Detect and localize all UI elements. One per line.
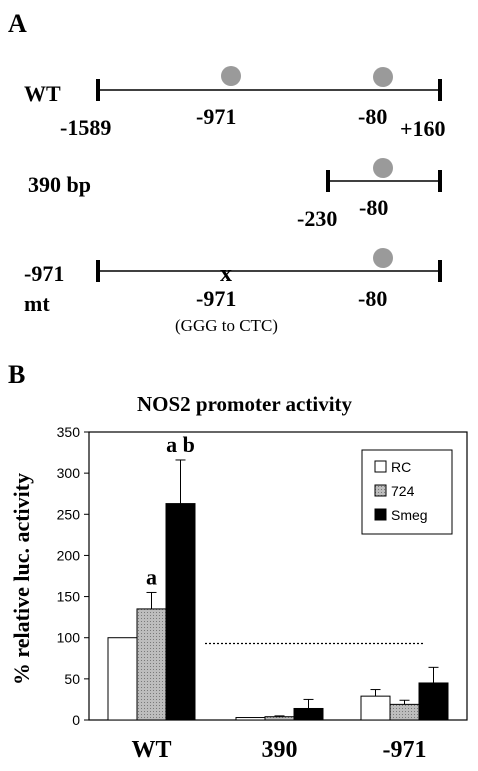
construct-name-971mt-line2: mt xyxy=(24,291,50,316)
bar-724-WT xyxy=(136,608,167,721)
bar-rc-WT xyxy=(107,637,138,721)
390bp-site-80-label: -80 xyxy=(359,195,388,220)
significance-annotation: a b xyxy=(166,432,195,457)
bar-rc-m971 xyxy=(360,695,391,721)
legend-swatch-smeg xyxy=(374,508,387,521)
construct-name-390bp: 390 bp xyxy=(28,172,91,197)
bar-rc-390 xyxy=(235,717,266,721)
legend-swatch-rc xyxy=(374,460,387,473)
y-tick-label: 150 xyxy=(57,589,81,605)
wt-site-80-label: -80 xyxy=(358,104,387,129)
significance-annotation: a xyxy=(146,564,157,589)
chart-title: NOS2 promoter activity xyxy=(137,392,353,416)
wt-site-80-circle xyxy=(373,67,393,87)
971mt-site-80-circle xyxy=(373,248,393,268)
mutation-note: (GGG to CTC) xyxy=(175,316,278,335)
x-tick-label: 390 xyxy=(262,737,298,763)
legend-label-724: 724 xyxy=(391,483,415,499)
bar-smeg-m971 xyxy=(418,682,449,721)
bar-smeg-390 xyxy=(293,707,324,721)
legend-label-rc: RC xyxy=(391,459,411,475)
bar-smeg-WT xyxy=(165,503,196,721)
971mt-mutation-marker: x xyxy=(220,261,232,287)
y-tick-label: 0 xyxy=(72,712,80,728)
y-tick-label: 200 xyxy=(57,547,81,563)
x-tick-label: -971 xyxy=(383,737,427,763)
panel-a-label: A xyxy=(8,9,27,38)
bar-724-390 xyxy=(264,716,295,721)
wt-right-label: +160 xyxy=(400,116,446,141)
y-tick-label: 350 xyxy=(57,424,81,440)
971mt-site-80-label: -80 xyxy=(358,286,387,311)
bar-724-m971 xyxy=(389,703,420,721)
legend-label-smeg: Smeg xyxy=(391,507,428,523)
y-tick-label: 250 xyxy=(57,506,81,522)
390bp-site-80-circle xyxy=(373,158,393,178)
y-tick-label: 300 xyxy=(57,465,81,481)
panel-b-label: B xyxy=(8,360,25,389)
wt-site-971-label: -971 xyxy=(196,104,236,129)
wt-site-971-circle xyxy=(221,66,241,86)
y-tick-label: 50 xyxy=(64,671,80,687)
construct-name-wt: WT xyxy=(24,81,61,106)
wt-left-label: -1589 xyxy=(60,115,111,140)
971mt-site-971-label: -971 xyxy=(196,286,236,311)
y-axis-label: % relative luc. activity xyxy=(9,473,34,685)
construct-name-971mt-line1: -971 xyxy=(24,261,64,286)
x-tick-label: WT xyxy=(131,737,171,763)
y-tick-label: 100 xyxy=(57,630,81,646)
legend-swatch-724 xyxy=(374,484,387,497)
390bp-left-label: -230 xyxy=(297,206,337,231)
